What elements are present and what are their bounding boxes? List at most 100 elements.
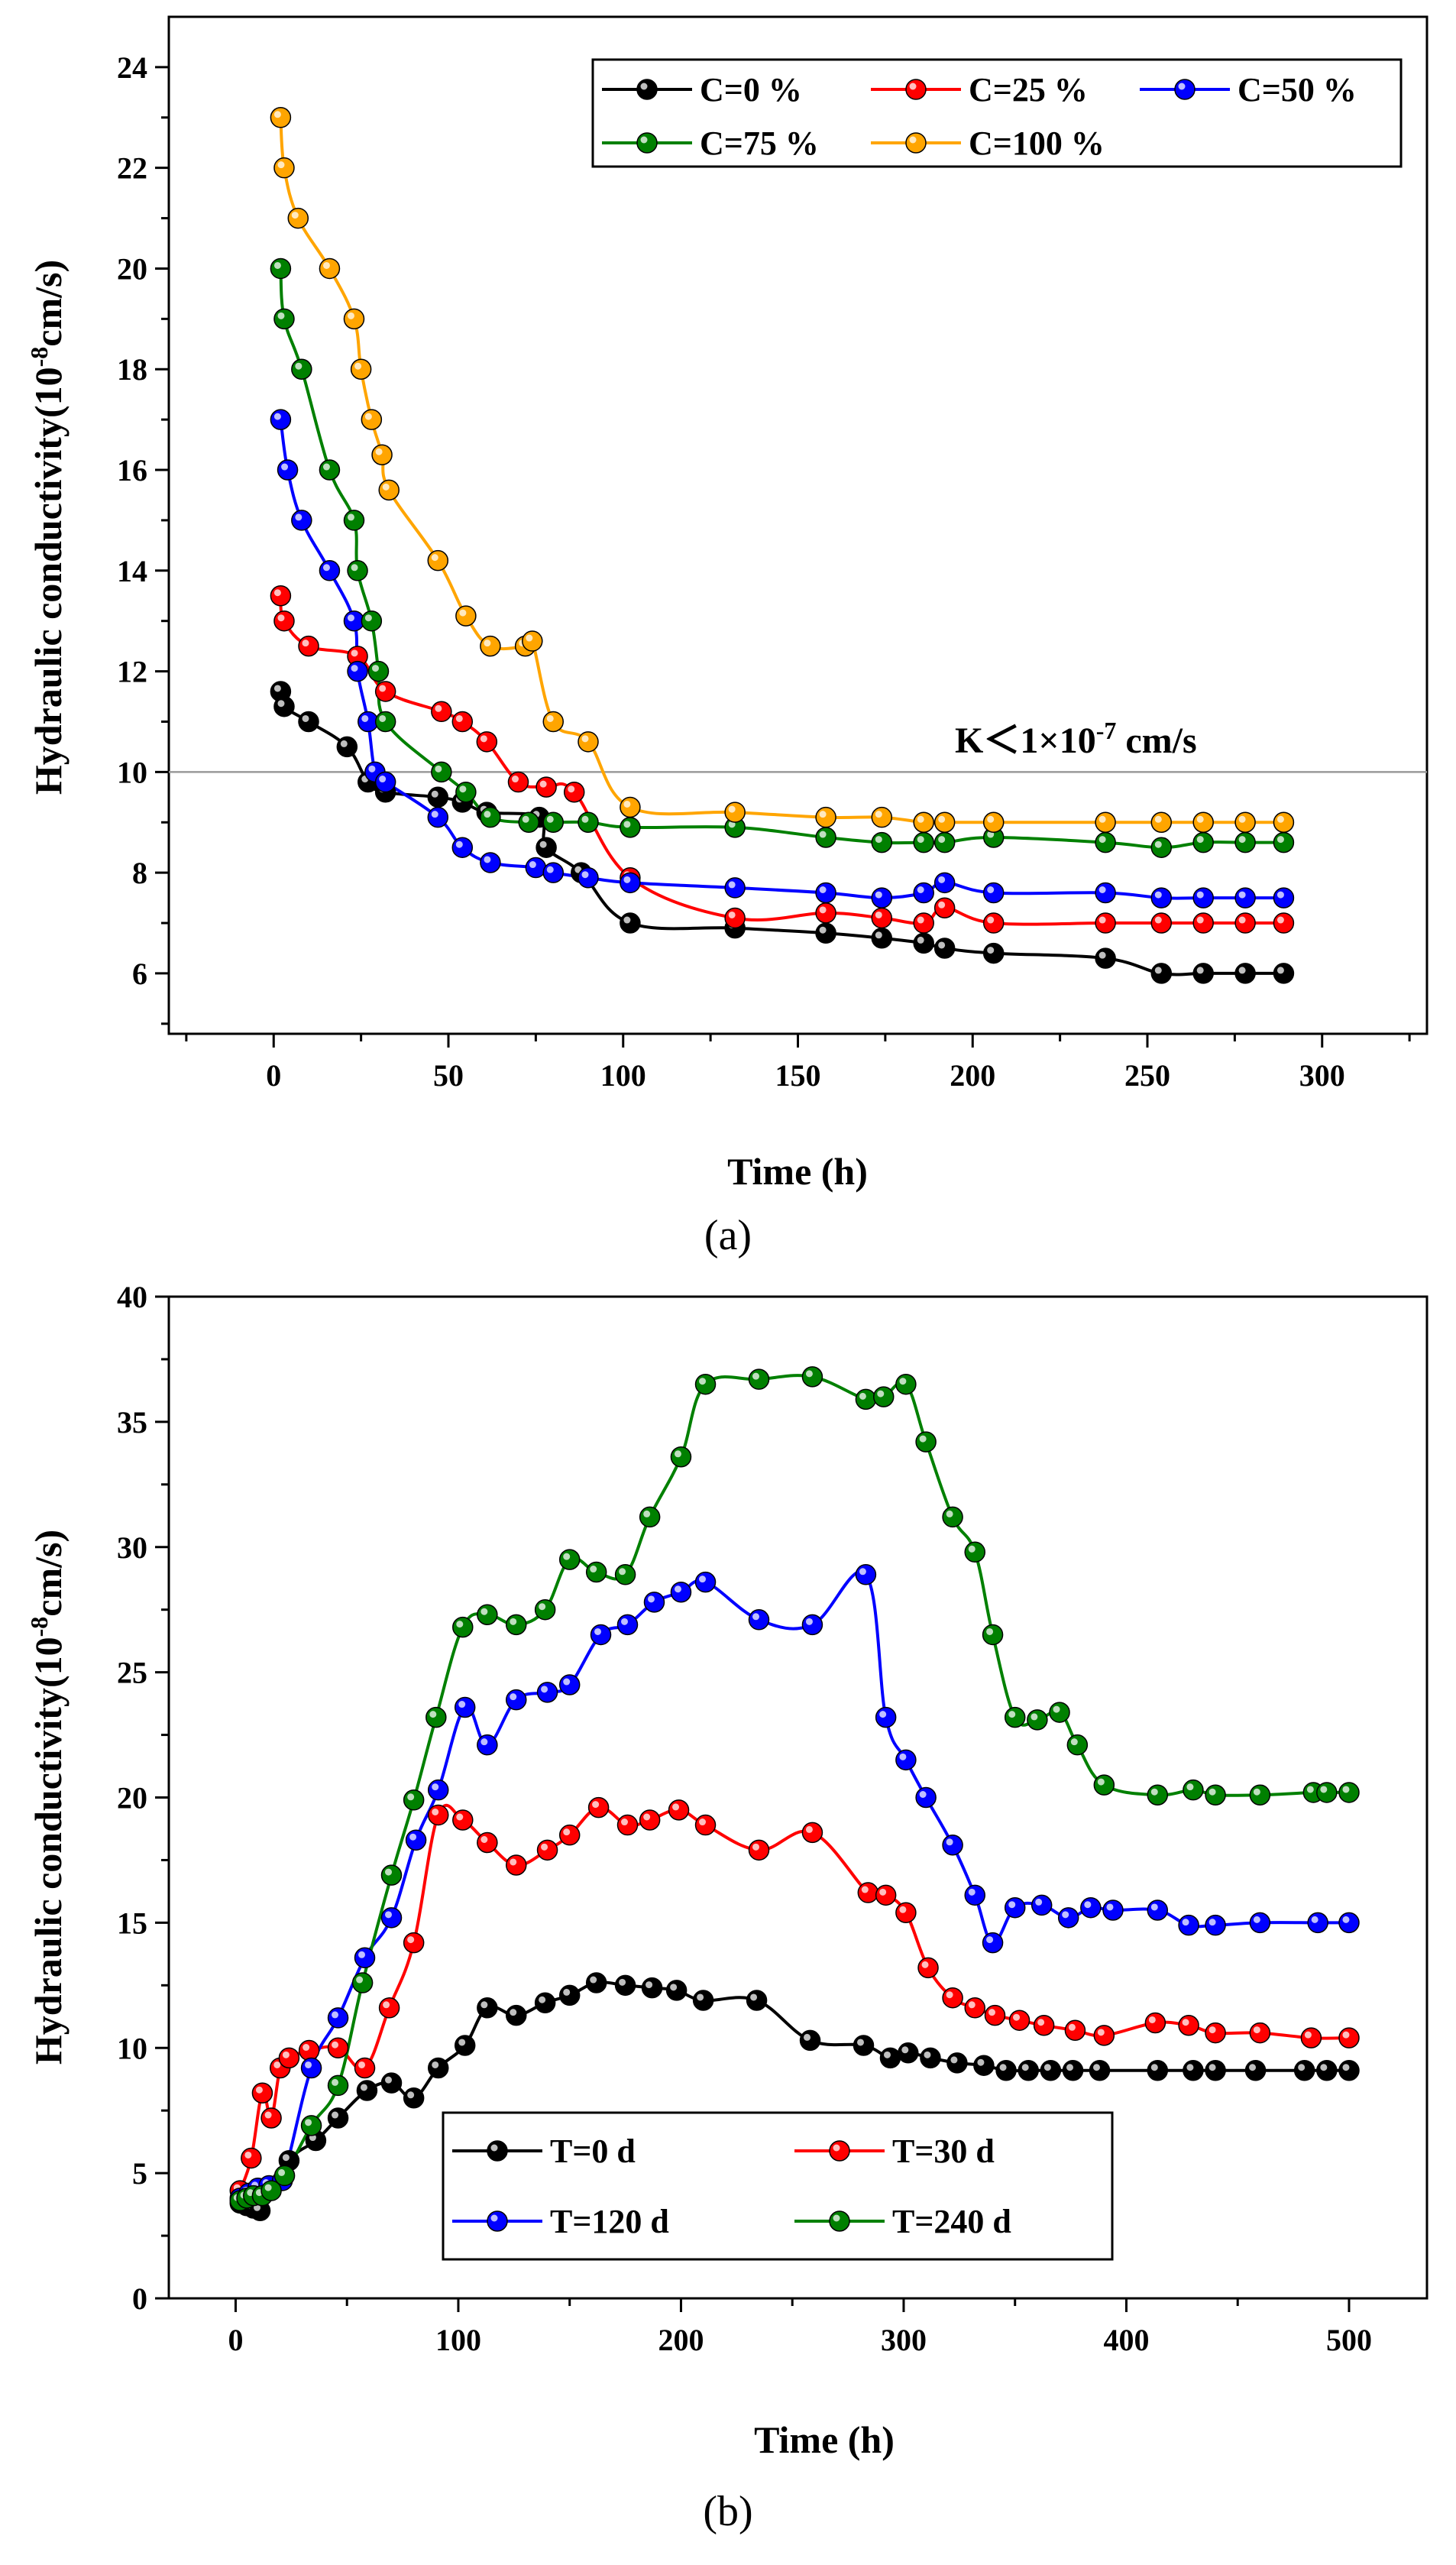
data-point-highlight bbox=[917, 936, 924, 944]
data-point-highlight bbox=[277, 312, 285, 319]
data-point bbox=[354, 1947, 376, 1969]
data-point bbox=[1273, 831, 1295, 853]
data-point bbox=[933, 831, 956, 853]
y-tick-label: 16 bbox=[117, 453, 147, 487]
data-point-highlight bbox=[480, 735, 487, 743]
data-point bbox=[1178, 2015, 1199, 2036]
data-point bbox=[273, 610, 295, 632]
data-point bbox=[724, 877, 746, 899]
data-point-highlight bbox=[1098, 951, 1106, 959]
data-point-highlight bbox=[255, 2086, 263, 2094]
data-point-highlight bbox=[526, 634, 533, 642]
data-point bbox=[298, 711, 319, 733]
data-point-highlight bbox=[332, 2111, 339, 2119]
data-point-highlight bbox=[819, 811, 827, 818]
data-point bbox=[670, 1446, 692, 1468]
legend-label: C=25 % bbox=[969, 71, 1088, 108]
data-point bbox=[350, 358, 372, 380]
data-point bbox=[327, 2107, 349, 2129]
data-point bbox=[1150, 912, 1173, 934]
y-tick-label: 12 bbox=[117, 655, 147, 689]
data-point bbox=[476, 731, 498, 753]
data-point-highlight bbox=[924, 2051, 931, 2058]
x-tick-label: 400 bbox=[1103, 2323, 1149, 2357]
data-point-highlight bbox=[1196, 815, 1204, 823]
data-point bbox=[815, 922, 836, 944]
data-point bbox=[857, 1882, 879, 1903]
data-point bbox=[590, 1624, 612, 1646]
y-tick-label: 10 bbox=[117, 2031, 147, 2065]
x-tick-label: 100 bbox=[435, 2323, 481, 2357]
data-point-highlight bbox=[581, 815, 589, 823]
data-point bbox=[942, 1987, 963, 2009]
panel-a-series-lines bbox=[279, 117, 1284, 976]
data-point-highlight bbox=[364, 413, 372, 420]
y-tick-label: 20 bbox=[117, 1781, 147, 1815]
data-point-highlight bbox=[435, 765, 442, 772]
data-point-highlight bbox=[819, 926, 827, 934]
data-point-highlight bbox=[670, 1984, 678, 1991]
data-point bbox=[871, 887, 893, 908]
data-point-highlight bbox=[988, 2009, 995, 2016]
panel-a-y-axis-label: Hydraulic conductivity(10-8cm/s) bbox=[25, 260, 70, 795]
data-point bbox=[879, 2047, 901, 2069]
data-point bbox=[875, 1884, 897, 1906]
data-point-highlight bbox=[875, 836, 882, 844]
data-point bbox=[1234, 963, 1256, 984]
data-point bbox=[1150, 837, 1173, 858]
data-point-highlight bbox=[819, 886, 827, 894]
data-point-highlight bbox=[277, 700, 285, 708]
data-point bbox=[1150, 811, 1173, 834]
data-point-highlight bbox=[1238, 891, 1246, 899]
data-point-highlight bbox=[379, 714, 387, 722]
data-point-highlight bbox=[1276, 815, 1284, 823]
y-tick-label: 0 bbox=[132, 2282, 147, 2316]
data-point bbox=[915, 1431, 937, 1453]
data-point bbox=[616, 1814, 639, 1836]
panel-b-y-axis-label-main: Hydraulic conductivity bbox=[27, 1688, 70, 2065]
data-point-highlight bbox=[875, 911, 882, 918]
data-point-highlight bbox=[1342, 2064, 1350, 2071]
data-point-highlight bbox=[407, 1936, 415, 1944]
data-point bbox=[354, 2057, 376, 2079]
panel-a-x-axis-label: Time (h) bbox=[727, 1150, 868, 1193]
panel-b-y-axis-unit-exp: -8 bbox=[25, 1617, 53, 1637]
x-tick-label: 300 bbox=[881, 2323, 927, 2357]
data-point-highlight bbox=[512, 776, 519, 783]
data-point bbox=[1150, 963, 1173, 984]
data-point bbox=[614, 1974, 636, 1997]
legend-item-2: T=120 d bbox=[452, 2203, 669, 2240]
data-point-highlight bbox=[752, 1843, 759, 1851]
data-point-highlight bbox=[455, 840, 463, 848]
data-point-highlight bbox=[277, 161, 285, 169]
data-point bbox=[371, 444, 393, 466]
data-point-highlight bbox=[1062, 1911, 1069, 1919]
data-point bbox=[343, 308, 365, 330]
data-point-highlight bbox=[619, 1978, 626, 1986]
series-points-1 bbox=[270, 585, 1295, 934]
data-point bbox=[1307, 1912, 1328, 1934]
data-point bbox=[534, 1598, 556, 1621]
legend-swatch-highlight bbox=[640, 83, 648, 90]
data-point-highlight bbox=[563, 1553, 571, 1560]
data-point bbox=[1249, 1784, 1271, 1806]
data-point-highlight bbox=[750, 1993, 758, 2001]
data-point-highlight bbox=[1008, 1901, 1016, 1909]
data-point bbox=[452, 1809, 474, 1831]
data-point bbox=[748, 1839, 770, 1861]
legend-label: C=50 % bbox=[1238, 71, 1357, 108]
data-point bbox=[1205, 2059, 1226, 2081]
series-points-3 bbox=[270, 257, 1295, 858]
data-point-highlight bbox=[432, 1783, 439, 1791]
data-point bbox=[665, 1980, 688, 2001]
data-point-highlight bbox=[875, 811, 882, 818]
data-point bbox=[431, 701, 452, 723]
data-point-highlight bbox=[541, 1843, 548, 1851]
data-point-highlight bbox=[351, 564, 358, 572]
data-point bbox=[270, 107, 292, 128]
data-point-highlight bbox=[510, 1618, 517, 1625]
data-point-highlight bbox=[273, 413, 281, 420]
data-point-highlight bbox=[385, 1911, 393, 1919]
data-point-highlight bbox=[273, 2061, 281, 2068]
